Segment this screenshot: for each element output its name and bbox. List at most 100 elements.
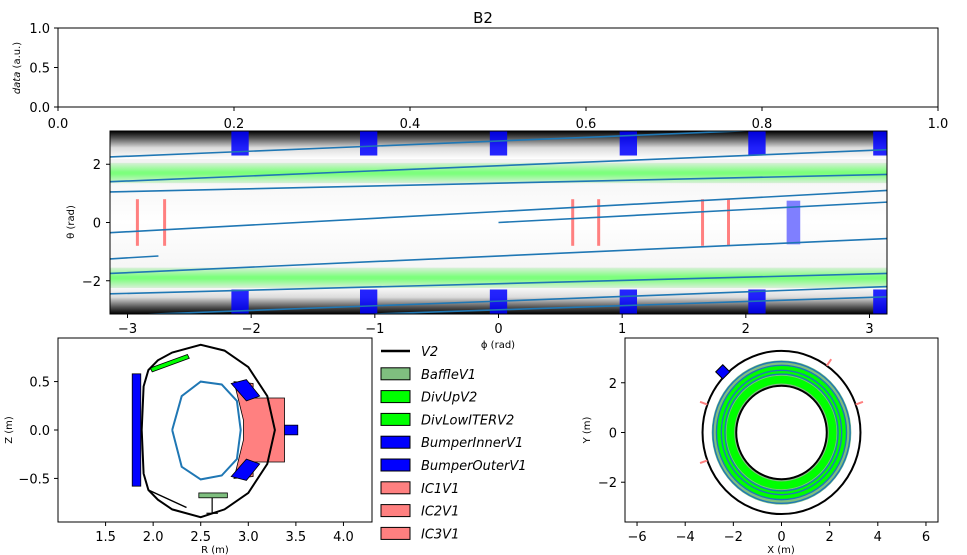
legend-swatch-patch (380, 435, 411, 449)
top-view-xtick-label: 2 (826, 530, 834, 545)
poloidal-ytick-label: 0.0 (29, 424, 50, 439)
data-axes-xtick-label: 1.0 (928, 117, 949, 132)
lower-divertor-plate (148, 489, 187, 509)
map-xtick-label: −2 (242, 322, 261, 337)
bumper-top (619, 131, 638, 156)
ic-antenna-tick (699, 459, 708, 465)
data-axes: 0.0 0.2 0.4 0.6 0.8 1.0 0.0 0.5 1.0 data (a.u.) (12, 22, 948, 132)
data-axes-xtick-label: 0.2 (224, 117, 245, 132)
field-line (110, 173, 887, 193)
legend-entry-label: DivLowITERV2 (421, 413, 514, 428)
legend-entry-label: BumperOuterV1 (421, 459, 527, 474)
data-axes-ylabel-var: data (12, 72, 23, 95)
poloidal-xtick-label: 2.0 (143, 530, 164, 545)
poloidal-xtick-label: 1.5 (95, 530, 116, 545)
top-view-xticks: −6 −4 −2 0 2 4 6 (627, 522, 930, 545)
bumper-bottom (873, 289, 887, 314)
legend: V2 BaffleV1 DivUpV2 DivLowITERV2 BumperInner… (380, 345, 527, 542)
divertor-up (149, 354, 190, 373)
inner-wall (735, 384, 828, 481)
field-line (110, 255, 159, 260)
top-view-xlabel: X (m) (767, 545, 795, 555)
top-view-xtick-label: −6 (627, 530, 646, 545)
data-axes-xtick-label: 0.6 (576, 117, 597, 132)
poloidal-ytick-label: −0.5 (18, 472, 50, 487)
top-view-xtick-label: 0 (777, 530, 785, 545)
port-rect (786, 200, 801, 245)
legend-entry-label: IC1V1 (421, 482, 459, 497)
top-view-xtick-label: −4 (676, 530, 695, 545)
legend-swatch-patch (380, 481, 411, 495)
ic-antenna-tick (699, 400, 708, 406)
plasma-ring (712, 360, 851, 505)
field-line (134, 285, 887, 314)
bumper-top (359, 131, 378, 156)
legend-entry-label: IC2V1 (421, 505, 459, 520)
poloidal-xtick-label: 3.0 (238, 530, 259, 545)
field-line (498, 201, 887, 224)
plasma-ring (720, 369, 843, 496)
poloidal-xlabel: R (m) (201, 545, 229, 555)
map-yticks: −2 0 2 (82, 158, 110, 290)
top-view-ytick-label: −2 (598, 476, 617, 491)
divertor-band (110, 267, 887, 289)
poloidal-xtick-label: 2.5 (190, 530, 211, 545)
divertor-ring (721, 370, 842, 495)
poloidal-cross-section: 1.5 2.0 2.5 3.0 3.5 4.0 −0.5 0.0 0.5 R (m) Z (m… (4, 337, 373, 555)
top-view-ytick-label: 2 (609, 377, 617, 392)
map-xtick-label: 2 (742, 322, 750, 337)
field-line (110, 272, 887, 295)
field-line (110, 148, 887, 183)
outer-wall (701, 349, 862, 516)
map-ytick-label: 0 (93, 217, 101, 232)
map-xlabel: ϕ (rad) (481, 340, 515, 351)
field-line (374, 295, 887, 314)
data-axes-ylabel-unit: (a.u.) (12, 42, 23, 72)
bumper-outer-lower (230, 458, 261, 481)
top-view-ylabel: Y (m) (582, 416, 593, 444)
bumper-top (873, 131, 887, 156)
field-line (110, 237, 887, 275)
data-axes-ytick-label: 0.0 (29, 101, 50, 116)
plasma-ring (724, 373, 839, 492)
legend-entry-label: BumperInnerV1 (421, 436, 523, 451)
map-ytick-label: −2 (82, 275, 101, 290)
top-view: −6 −4 −2 0 2 4 6 −2 0 2 X (m) Y (m) (582, 337, 939, 555)
top-view-xtick-label: 4 (874, 530, 882, 545)
bumper-outer-rect (284, 424, 299, 436)
phi-theta-map: −3 −2 −1 0 1 2 3 −2 0 2 ϕ (rad) θ (rad) (66, 130, 888, 351)
top-view-xtick-label: 6 (922, 530, 930, 545)
ic-antenna-tick (825, 358, 833, 367)
map-ytick-label: 2 (93, 158, 101, 173)
map-xtick-label: −3 (118, 322, 137, 337)
bumper-outer-upper (230, 379, 261, 402)
data-axes-xtick-label: 0.4 (400, 117, 421, 132)
plasma-ring (715, 364, 848, 501)
map-xtick-label: 1 (618, 322, 626, 337)
bumper-outer-block (714, 364, 731, 380)
map-xtick-label: 0 (494, 322, 502, 337)
plasma-outline (171, 380, 242, 481)
poloidal-yticks: −0.5 0.0 0.5 (18, 376, 58, 487)
data-axes-xtick-label: 0.0 (48, 117, 69, 132)
legend-swatch-patch (380, 367, 411, 381)
legend-entry-label: BaffleV1 (421, 368, 476, 383)
data-axes-ylabel: data (a.u.) (12, 42, 23, 94)
map-xticks: −3 −2 −1 0 1 2 3 (118, 314, 874, 337)
divertor-ring (716, 365, 847, 500)
map-xtick-label: 3 (865, 322, 873, 337)
divertor-ring (726, 375, 837, 490)
legend-entry-label: V2 (421, 345, 438, 360)
bumper-bottom (231, 289, 249, 314)
vessel-outline (140, 343, 276, 519)
figure-title: B2 (473, 9, 493, 27)
data-axes-xticks: 0.0 0.2 0.4 0.6 0.8 1.0 (48, 107, 949, 132)
field-line (110, 131, 760, 158)
data-axes-ytick-label: 0.5 (29, 62, 50, 77)
baffle-rect (198, 492, 228, 499)
bumper-top (489, 131, 508, 156)
data-axes-frame (57, 27, 939, 108)
map-background (110, 131, 887, 314)
poloidal-ytick-label: 0.5 (29, 376, 50, 391)
